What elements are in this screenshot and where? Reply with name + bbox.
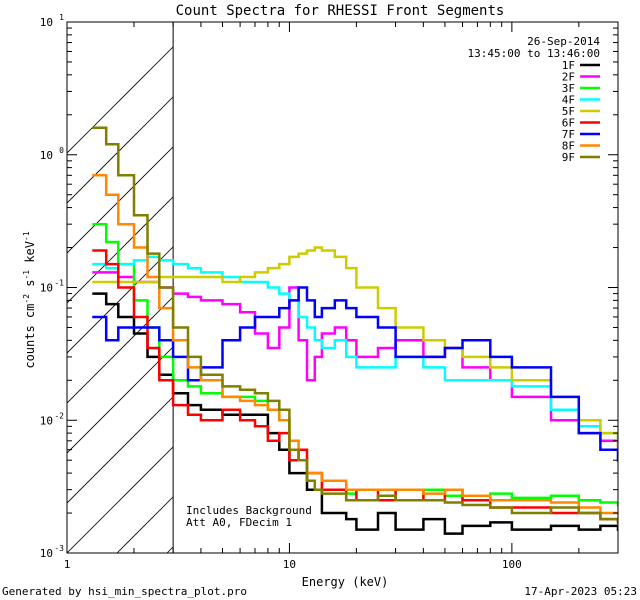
y-tick-exponent: -3 xyxy=(54,544,64,553)
series-layer xyxy=(92,126,618,535)
x-tick-label: 1 xyxy=(64,558,71,571)
legend-label-4F: 4F xyxy=(562,94,575,107)
y-label-sup-1: -2 xyxy=(22,294,31,304)
y-axis-label: counts cm-2 s-1 keV-1 xyxy=(22,231,37,368)
time-range-label: 13:45:00 to 13:46:00 xyxy=(468,47,600,60)
legend-label-1F: 1F xyxy=(562,59,575,72)
y-tick-exponent: 0 xyxy=(59,146,64,155)
y-tick-label: 10 xyxy=(40,16,53,29)
y-tick-exponent: -2 xyxy=(54,411,64,420)
y-label-part-3: keV xyxy=(23,241,37,270)
annotation-background: Includes Background xyxy=(186,504,312,517)
y-label-sup-3: -1 xyxy=(22,231,31,241)
footer-timestamp: 17-Apr-2023 05:23 xyxy=(524,585,637,598)
hatch-mask xyxy=(173,22,618,553)
series-4F xyxy=(92,255,618,443)
legend-label-2F: 2F xyxy=(562,71,575,84)
legend-label-8F: 8F xyxy=(562,140,575,153)
x-axis-label: Energy (keV) xyxy=(302,575,389,589)
x-tick-label: 100 xyxy=(502,558,522,571)
x-tick-label: 10 xyxy=(283,558,296,571)
axes xyxy=(66,21,619,554)
y-tick-label: 10 xyxy=(40,149,53,162)
footer-generator: Generated by hsi_min_spectra_plot.pro xyxy=(2,585,247,598)
series-7F xyxy=(92,286,618,462)
y-label-part-2: s xyxy=(23,280,37,294)
series-5F xyxy=(92,246,618,451)
y-tick-label: 10 xyxy=(40,547,53,560)
legend-label-5F: 5F xyxy=(562,105,575,118)
annotation-attenuator: Att A0, FDecim 1 xyxy=(186,516,292,529)
chart-title: Count Spectra for RHESSI Front Segments xyxy=(176,3,505,19)
y-tick-label: 10 xyxy=(40,414,53,427)
legend-label-9F: 9F xyxy=(562,151,575,164)
attenuator-hatch xyxy=(67,22,618,553)
hatch-line xyxy=(67,22,199,154)
date-label: 26-Sep-2014 xyxy=(527,35,600,48)
y-label-sup-2: -1 xyxy=(22,270,31,280)
y-tick-exponent: 1 xyxy=(59,13,64,22)
y-label-part-1: counts cm xyxy=(23,304,37,369)
series-8F xyxy=(92,174,618,515)
series-9F xyxy=(92,126,618,524)
y-tick-label: 10 xyxy=(40,282,53,295)
series-6F xyxy=(92,249,618,524)
hatch-line xyxy=(67,22,249,204)
hatch-line xyxy=(616,551,618,553)
legend-label-3F: 3F xyxy=(562,82,575,95)
legend-label-6F: 6F xyxy=(562,117,575,130)
legend-label-7F: 7F xyxy=(562,128,575,141)
y-tick-exponent: -1 xyxy=(54,279,64,288)
